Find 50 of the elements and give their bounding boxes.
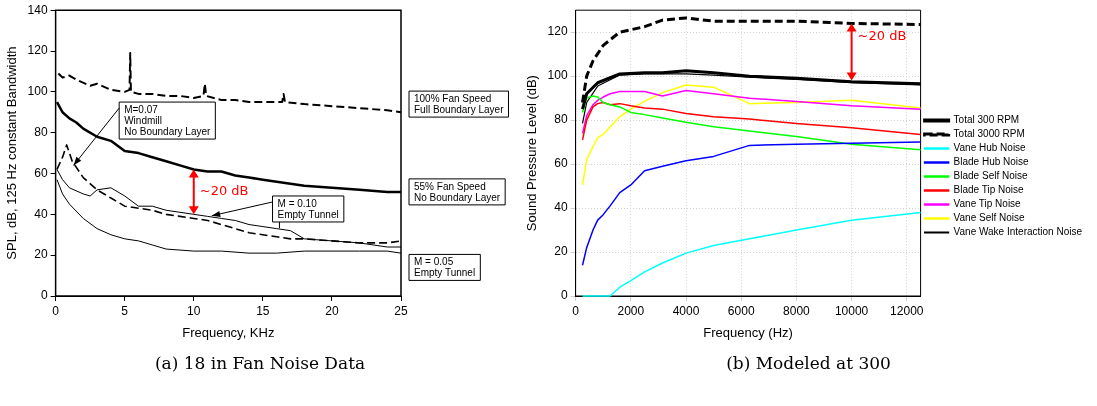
x-tick-label: 10 <box>187 303 201 318</box>
legend-label: Vane Tip Noise <box>953 198 1022 210</box>
y-tick-label: 0 <box>560 288 568 303</box>
x-tick-label: 8000 <box>783 303 811 318</box>
text: (b) Modeled at 300 <box>726 353 891 373</box>
y-tick-label: 60 <box>554 156 568 171</box>
x-tick-label: 2000 <box>617 303 645 318</box>
x-tick-label: 12000 <box>890 303 924 318</box>
annotation: ~20 dB <box>199 183 249 199</box>
legend-label: Vane Wake Interaction Noise <box>953 226 1083 238</box>
y-tick-label: 140 <box>27 2 48 17</box>
x-tick-label: 15 <box>256 303 270 318</box>
legend-label: Vane Hub Noise <box>953 142 1027 154</box>
series-label: M = 0.10 Empty Tunnel <box>277 197 339 220</box>
x-tick-label: 20 <box>325 303 339 318</box>
y-tick-label: 100 <box>27 84 48 99</box>
x-axis-title: Frequency, KHz <box>182 324 275 340</box>
series-label: M = 0.05 Empty Tunnel <box>414 256 476 279</box>
legend-label: Blade Hub Noise <box>953 156 1030 168</box>
series-label: 100% Fan Speed Full Boundary Layer <box>414 92 505 115</box>
x-tick-label: 0 <box>52 303 60 318</box>
x-axis-title: Frequency (Hz) <box>703 324 793 340</box>
y-tick-label: 120 <box>27 43 48 58</box>
y-tick-label: 80 <box>34 125 48 139</box>
y-tick-label: 20 <box>554 244 568 259</box>
x-tick-label: 5 <box>121 303 129 318</box>
x-tick-label: 6000 <box>727 303 755 318</box>
y-tick-label: 120 <box>547 24 568 39</box>
y-axis-title: Sound Pressure Level (dB) <box>524 75 540 232</box>
text: (a) 18 in Fan Noise Data <box>154 353 366 373</box>
y-tick-label: 60 <box>34 165 48 180</box>
legend-label: Blade Tip Noise <box>953 184 1025 196</box>
y-tick-label: 40 <box>34 206 48 221</box>
legend-label: Vane Self Noise <box>953 212 1026 224</box>
y-tick-label: 0 <box>40 288 48 303</box>
y-axis-title: SPL, dB, 125 Hz constant Bandwidth <box>4 46 20 260</box>
y-tick-label: 80 <box>554 112 568 127</box>
annotation: ~20 dB <box>857 28 907 44</box>
y-tick-label: 100 <box>547 68 568 83</box>
series-label: 55% Fan Speed No Boundary Layer <box>414 180 501 203</box>
legend-label: Total 300 RPM <box>953 114 1020 126</box>
x-tick-label: 0 <box>572 303 580 318</box>
legend-label: Total 3000 RPM <box>953 128 1025 140</box>
text: M=0.07 Windmill No Boundary Layer <box>124 103 211 137</box>
x-tick-label: 10000 <box>834 303 869 318</box>
y-tick-label: 20 <box>34 247 48 262</box>
x-tick-label: 25 <box>394 303 408 318</box>
legend-label: Blade Self Noise <box>953 170 1028 182</box>
x-tick-label: 4000 <box>672 303 700 318</box>
y-tick-label: 40 <box>554 200 568 215</box>
